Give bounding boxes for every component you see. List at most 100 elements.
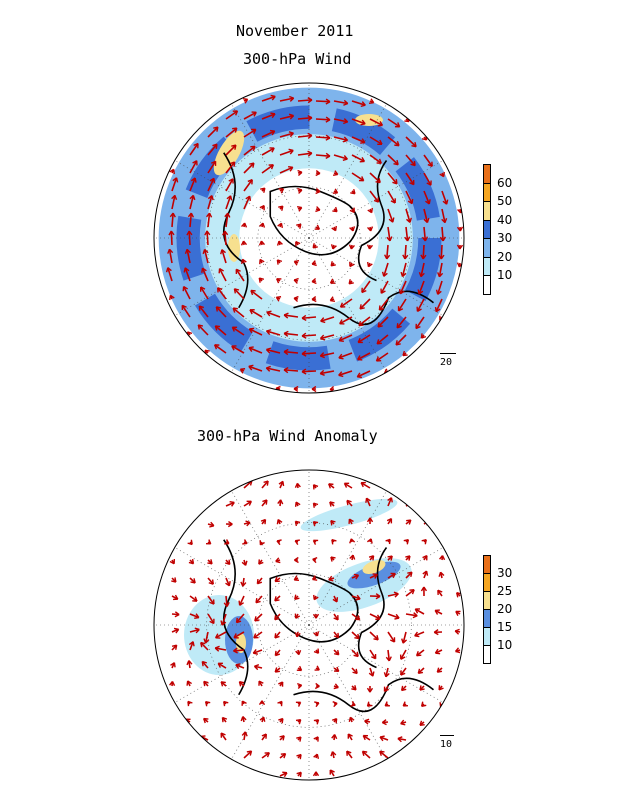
wind-vector-head [357,337,363,344]
colorbar-swatch [483,555,491,574]
wind-vector-head [239,368,246,374]
wind-vector-head [307,132,313,139]
wind-vector [441,208,446,223]
wind-vector [315,118,331,121]
wind-vector-head [288,113,295,120]
wind-vector-head [399,654,406,660]
wind-vector-head [274,650,281,657]
wind-vector-head [421,538,427,545]
wind-vector-head [398,289,405,295]
wind-vector-head [346,750,352,756]
wind-vector-head [456,244,464,250]
wind-vector [189,195,195,210]
wind-vector [351,172,365,182]
wind-vector-head [360,119,366,126]
wind-vector [279,114,294,120]
wind-vector-head [181,304,187,311]
wind-vector [315,154,331,157]
wind-vector [189,177,196,192]
wind-vector-head [265,347,272,354]
latitude-circle [206,135,412,341]
wind-vector [357,334,371,344]
wind-vector [351,613,361,621]
wind-vector-head [379,750,385,757]
wind-vector-head [394,122,401,128]
wind-vector [387,631,396,643]
wind-vector-head [231,345,237,351]
wind-vector-head [301,368,307,375]
wind-vector-head [325,134,331,141]
wind-vector-head [353,651,359,658]
wind-vector-head [172,177,179,183]
wind-vector [261,147,275,156]
wind-vector-head [238,681,245,687]
wind-vector-head [198,305,205,311]
wind-vector-head [438,685,444,691]
wind-vector [207,195,213,210]
wind-vector-head [275,557,281,564]
wind-vector-head [315,169,321,177]
wind-vector [340,298,353,308]
wind-vector-head [274,614,280,621]
wind-vector-head [433,629,439,636]
wind-vector [301,334,317,337]
wind-vector [261,95,276,102]
wind-vector-head [358,320,364,327]
wind-vector [387,208,394,223]
wind-vector [207,577,214,585]
wind-vector [415,316,425,329]
wind-vector-head [240,258,247,265]
wind-vector-head [366,244,374,250]
wind-vectors [165,94,464,393]
wind-vector-head [397,736,403,743]
wind-vector [189,641,194,651]
wind-vector-head [414,608,421,614]
wind-vector-head [373,197,380,203]
wind-vector-head [277,222,284,229]
wind-vector-head [208,579,214,585]
wind-vector-head [266,310,272,317]
wind-vector [189,628,200,633]
wind-vector [387,613,400,619]
wind-vector [361,750,371,759]
wind-vector [261,130,276,138]
wind-vector-head [331,717,338,724]
wind-vector-head [315,187,321,195]
wind-vector-head [332,597,339,603]
colorbar-label: 60 [497,175,513,190]
wind-vector-head [330,751,337,757]
wind-vector-head [209,177,216,184]
wind-vector-head [342,155,348,161]
wind-vector-head [357,355,363,361]
wind-vector-head [197,324,204,330]
wind-vector-head [381,271,388,277]
wind-vector-head [332,206,338,213]
wind-vector [423,226,427,242]
wind-vector [189,143,199,156]
wind-vector-head [438,254,445,260]
wind-vector [346,750,353,759]
title-wind: 300-hPa Wind [243,50,352,68]
wind-vector-head [372,573,378,579]
wind-vector [358,316,371,327]
wind-vector-head [311,575,318,581]
wind-vector-head [214,633,221,639]
wind-vector [189,160,198,174]
wind-vector [423,208,429,223]
reference-vector-label: 20 [440,357,453,368]
wind-vector [387,154,399,166]
wind-vector-head [366,517,374,523]
wind-vector-head [358,176,365,182]
wind-vector-head [276,278,282,284]
wind-vector [351,154,365,163]
wind-vector [387,226,391,241]
wind-vector [225,127,238,138]
colorbar-label: 30 [497,231,513,245]
wind-vector-head [364,718,370,725]
wind-vector-head [416,306,422,312]
wind-vector-head [265,365,271,372]
wind-vector-head [387,555,393,561]
wind-vector [405,571,413,579]
wind-vector-head [223,700,229,707]
